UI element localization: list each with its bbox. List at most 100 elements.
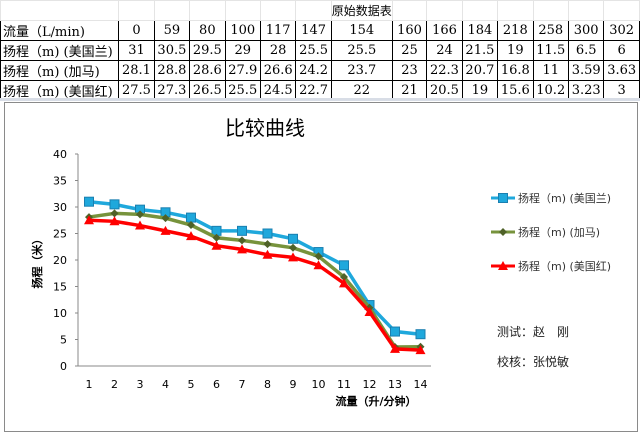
table-cell[interactable]: 19: [497, 40, 534, 61]
y-tick-label: 30: [53, 201, 67, 214]
x-tick-label: 9: [290, 378, 297, 391]
table-cell[interactable]: 28.6: [189, 60, 226, 81]
table-cell[interactable]: 21.5: [461, 40, 499, 61]
row-label[interactable]: 扬程（m) (加马): [0, 60, 120, 81]
table-cell[interactable]: 22.3: [426, 60, 463, 81]
table-cell[interactable]: 28: [259, 40, 297, 61]
table-cell[interactable]: 28.8: [153, 60, 191, 81]
table-cell[interactable]: 23.7: [330, 60, 393, 81]
series-line: [88, 211, 421, 349]
table-cell[interactable]: 31: [118, 40, 155, 61]
marker-diamond: [340, 272, 348, 281]
series-line: [88, 218, 421, 352]
table-cell[interactable]: 24: [426, 40, 463, 61]
table-cell[interactable]: 3.23: [567, 80, 605, 101]
row-label[interactable]: 扬程（m) (美国兰): [0, 40, 120, 61]
table-cell[interactable]: 6.5: [567, 40, 605, 61]
table-cell[interactable]: 80: [189, 20, 226, 41]
table-cell[interactable]: 23: [391, 60, 428, 81]
cell[interactable]: [567, 0, 605, 21]
table-cell[interactable]: 10.2: [532, 80, 569, 101]
marker-diamond: [136, 210, 144, 219]
cell[interactable]: [391, 0, 428, 21]
cell[interactable]: [153, 0, 191, 21]
marker-square: [498, 193, 508, 203]
table-cell[interactable]: 147: [295, 20, 332, 41]
data-table: 原始数据表流量（L/min) 0 59 80 100 117 147 154 160 166 184…: [0, 0, 640, 101]
cell[interactable]: [426, 0, 463, 21]
table-cell[interactable]: 30.5: [153, 40, 191, 61]
table-cell[interactable]: 29.5: [189, 40, 226, 61]
table-cell[interactable]: 29: [224, 40, 261, 61]
table-cell[interactable]: 20.5: [426, 80, 463, 101]
cell[interactable]: [295, 0, 332, 21]
table-cell[interactable]: 302: [603, 20, 640, 41]
cell[interactable]: [118, 0, 155, 21]
marker-triangle: [415, 345, 426, 355]
table-row: 扬程（m) (美国兰) 31 30.5 29.5 29 28 25.5 25.5 25 24 21.…: [0, 40, 640, 61]
table-cell[interactable]: 25.5: [224, 80, 261, 101]
cell[interactable]: [497, 0, 534, 21]
table-cell[interactable]: 160: [391, 20, 428, 41]
table-cell[interactable]: 300: [567, 20, 605, 41]
table-cell[interactable]: 3.63: [603, 60, 640, 81]
x-tick-label: 7: [239, 378, 246, 391]
cell[interactable]: [532, 0, 569, 21]
table-row: 扬程（m) (加马) 28.1 28.8 28.6 27.9 26.6 24.2 23.7 23…: [0, 60, 640, 81]
marker-square: [415, 329, 426, 340]
marker-diamond: [212, 233, 221, 242]
marker-triangle: [186, 231, 196, 241]
table-cell[interactable]: 26.6: [259, 60, 297, 81]
marker-triangle: [364, 306, 375, 316]
x-tick-label: 10: [312, 378, 326, 391]
table-cell[interactable]: 3.59: [567, 60, 605, 81]
table-cell[interactable]: 184: [461, 20, 499, 41]
marker-square: [262, 228, 273, 239]
table-cell[interactable]: 25.5: [330, 40, 393, 61]
table-cell[interactable]: 21: [391, 80, 428, 101]
x-tick-label: 11: [337, 378, 351, 391]
cell[interactable]: [189, 0, 226, 21]
cell[interactable]: [461, 0, 499, 21]
table-cell[interactable]: 11.5: [532, 40, 569, 61]
marker-diamond: [238, 236, 246, 245]
row-label[interactable]: 流量（L/min): [0, 20, 120, 41]
y-tick-label: 25: [53, 228, 67, 241]
table-cell[interactable]: 166: [426, 20, 463, 41]
marker-diamond: [263, 240, 272, 249]
marker-triangle: [288, 252, 298, 262]
table-cell[interactable]: 258: [532, 20, 569, 41]
table-cell[interactable]: 117: [259, 20, 297, 41]
sheet-divider: [0, 98, 640, 101]
table-cell[interactable]: 25: [391, 40, 428, 61]
table-cell[interactable]: 25.5: [295, 40, 332, 61]
table-title[interactable]: 原始数据表: [330, 0, 393, 21]
table-cell[interactable]: 0: [118, 20, 155, 41]
table-cell[interactable]: 28.1: [118, 60, 155, 81]
x-tick-label: 3: [137, 378, 144, 391]
marker-triangle: [390, 343, 400, 353]
y-tick-label: 20: [53, 254, 67, 267]
table-cell[interactable]: 11: [532, 60, 569, 81]
table-cell[interactable]: 16.8: [497, 60, 534, 81]
table-cell[interactable]: 59: [153, 20, 191, 41]
marker-triangle: [237, 244, 247, 254]
table-cell[interactable]: 100: [224, 20, 261, 41]
cell[interactable]: [259, 0, 297, 21]
marker-square: [339, 260, 349, 271]
table-title-row: 原始数据表: [0, 0, 640, 21]
cell[interactable]: [0, 0, 120, 21]
table-cell[interactable]: 24.2: [295, 60, 332, 81]
cell[interactable]: [224, 0, 261, 21]
table-cell[interactable]: 154: [330, 20, 393, 41]
table-cell[interactable]: 20.7: [461, 60, 499, 81]
cell[interactable]: [603, 0, 640, 21]
chart[interactable]: 比较曲线 0 5 10 15 20 25 30 35 40 1 2 3 4 5 6 7 8 9 10 11 12 13 14 流…: [4, 102, 638, 432]
table-cell[interactable]: 24.5: [259, 80, 297, 101]
table-row: 扬程（m) (美国红) 27.5 27.3 26.5 25.5 24.5 22.7 22 21 2…: [0, 80, 640, 101]
marker-square: [390, 326, 400, 337]
table-cell[interactable]: 218: [497, 20, 534, 41]
table-cell[interactable]: 6: [603, 40, 640, 61]
marker-triangle: [135, 220, 145, 230]
table-cell[interactable]: 27.9: [224, 60, 261, 81]
